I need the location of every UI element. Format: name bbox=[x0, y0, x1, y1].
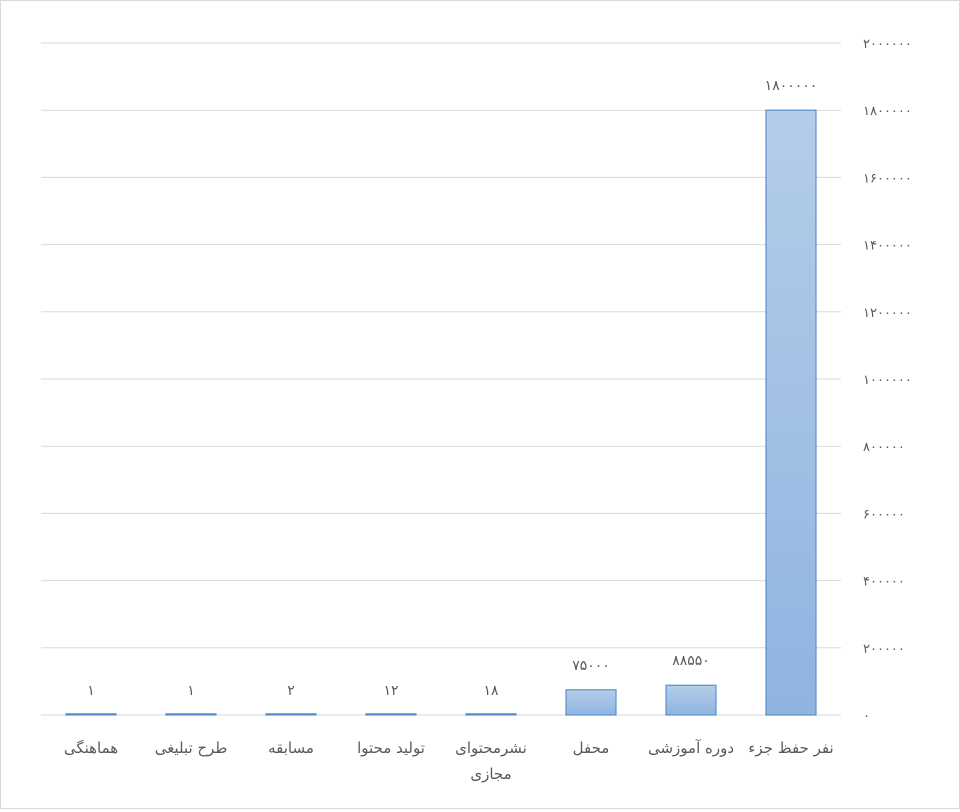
bar bbox=[565, 689, 617, 716]
y-axis-ticks: ۰ ۲۰۰۰۰۰ ۴۰۰۰۰۰ ۶۰۰۰۰۰ ۸۰۰۰۰۰ ۱۰۰۰۰۰۰ ۱۲۰۰۰۰۰ ۱… bbox=[863, 37, 912, 724]
data-label: ۱ bbox=[187, 683, 195, 699]
x-category-label: مجازی bbox=[470, 765, 511, 783]
data-label: ۲ bbox=[287, 683, 295, 699]
gridlines bbox=[41, 42, 841, 716]
bar bbox=[165, 713, 217, 716]
y-tick-label: ۱۶۰۰۰۰۰ bbox=[863, 171, 912, 186]
data-label: ۸۸۵۵۰ bbox=[672, 653, 710, 669]
x-category-label: دوره آموزشی bbox=[648, 739, 734, 757]
bar bbox=[665, 684, 717, 716]
x-category-label: تولید محتوا bbox=[357, 739, 425, 757]
x-category-label: طرح تبلیغی bbox=[155, 739, 228, 757]
data-labels: ۱۸۰۰۰۰۰ ۸۸۵۵۰ ۷۵۰۰۰ ۱۸ ۱۲ ۲ ۱ ۱ bbox=[87, 78, 817, 699]
data-label: ۱ bbox=[87, 683, 95, 699]
y-tick-label: ۴۰۰۰۰۰ bbox=[863, 575, 905, 590]
data-label: ۱۸ bbox=[483, 683, 499, 699]
x-category-label: نفر حفظ جزء bbox=[748, 739, 833, 757]
x-axis-categories: نفر حفظ جزء دوره آموزشی محفل نشرمحتوای مجازی… bbox=[64, 739, 834, 783]
x-category-label: نشرمحتوای bbox=[455, 739, 527, 757]
data-label: ۱۸۰۰۰۰۰ bbox=[765, 78, 818, 94]
y-tick-label: ۱۸۰۰۰۰۰ bbox=[863, 104, 912, 119]
bar bbox=[365, 713, 417, 716]
bar bbox=[65, 713, 117, 716]
y-tick-label: ۱۴۰۰۰۰۰ bbox=[863, 239, 912, 254]
y-tick-label: ۱۰۰۰۰۰۰ bbox=[863, 373, 912, 388]
bars bbox=[65, 109, 817, 716]
x-category-label: محفل bbox=[573, 739, 610, 757]
bar bbox=[265, 713, 317, 716]
y-tick-label: ۶۰۰۰۰۰ bbox=[863, 507, 905, 522]
y-tick-label: ۸۰۰۰۰۰ bbox=[863, 440, 905, 455]
y-tick-label: ۲۰۰۰۰۰ bbox=[863, 642, 905, 657]
y-tick-label: ۰ bbox=[863, 709, 870, 724]
y-tick-label: ۱۲۰۰۰۰۰ bbox=[863, 306, 912, 321]
data-label: ۱۲ bbox=[383, 683, 398, 699]
bar bbox=[465, 713, 517, 716]
data-label: ۷۵۰۰۰ bbox=[572, 658, 610, 674]
x-category-label: مسابقه bbox=[268, 739, 314, 757]
x-category-label: هماهنگی bbox=[64, 739, 118, 757]
bar bbox=[765, 109, 817, 716]
y-tick-label: ۲۰۰۰۰۰۰ bbox=[863, 37, 912, 52]
